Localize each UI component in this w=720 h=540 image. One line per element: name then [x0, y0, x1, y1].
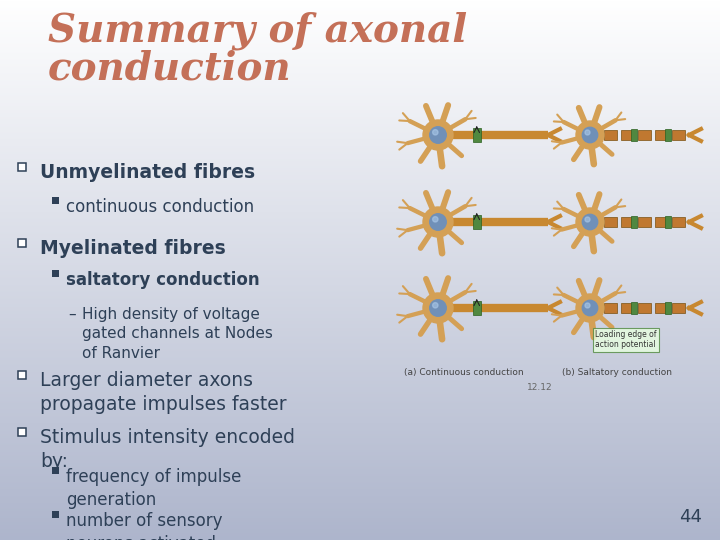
Bar	[638, 303, 652, 313]
Text: number of sensory
neurons activated: number of sensory neurons activated	[66, 512, 222, 540]
Circle shape	[576, 294, 604, 322]
Bar	[655, 130, 668, 140]
Text: frequency of impulse
generation: frequency of impulse generation	[66, 468, 241, 509]
Circle shape	[433, 302, 438, 308]
Circle shape	[582, 214, 598, 230]
Circle shape	[423, 207, 453, 237]
Bar	[18, 371, 26, 379]
Text: Unmyelinated fibres: Unmyelinated fibres	[40, 163, 255, 182]
Bar	[604, 217, 617, 227]
Bar	[621, 130, 634, 140]
Text: saltatory conduction: saltatory conduction	[66, 271, 260, 289]
Text: Summary of axonal: Summary of axonal	[48, 12, 467, 51]
Bar	[621, 303, 634, 313]
Bar	[473, 128, 481, 142]
Text: Stimulus intensity encoded
by:: Stimulus intensity encoded by:	[40, 428, 295, 471]
Bar	[665, 302, 671, 314]
Text: conduction: conduction	[48, 50, 292, 88]
Bar	[665, 216, 671, 228]
Circle shape	[433, 130, 438, 135]
Text: (a) Continuous conduction: (a) Continuous conduction	[404, 368, 524, 377]
Text: Larger diameter axons
propagate impulses faster: Larger diameter axons propagate impulses…	[40, 371, 287, 414]
Circle shape	[585, 130, 590, 135]
Circle shape	[576, 121, 604, 149]
Bar	[655, 303, 668, 313]
Bar	[672, 217, 685, 227]
Bar	[638, 130, 652, 140]
Circle shape	[585, 303, 590, 308]
Circle shape	[430, 127, 446, 143]
Circle shape	[423, 293, 453, 323]
Circle shape	[430, 300, 446, 316]
Bar	[18, 239, 26, 247]
Bar	[672, 130, 685, 140]
Text: High density of voltage
gated channels at Nodes
of Ranvier: High density of voltage gated channels a…	[82, 307, 273, 361]
Bar	[638, 217, 652, 227]
Bar	[655, 217, 668, 227]
Circle shape	[585, 217, 590, 222]
Bar	[52, 270, 59, 277]
Bar	[473, 215, 481, 229]
Bar	[604, 130, 617, 140]
Bar	[631, 302, 637, 314]
Text: –: –	[68, 307, 76, 322]
Circle shape	[430, 214, 446, 230]
Bar	[631, 216, 637, 228]
Text: (b) Saltatory conduction: (b) Saltatory conduction	[562, 368, 672, 377]
Text: 12.12: 12.12	[527, 383, 553, 392]
Bar	[18, 428, 26, 436]
Bar	[52, 467, 59, 474]
Text: Loading edge of
action potential: Loading edge of action potential	[595, 330, 657, 349]
Circle shape	[582, 127, 598, 143]
Bar	[52, 511, 59, 518]
Bar	[52, 197, 59, 204]
Circle shape	[582, 300, 598, 316]
Bar	[18, 163, 26, 171]
Bar	[473, 301, 481, 315]
Text: 44: 44	[679, 508, 702, 526]
Circle shape	[433, 217, 438, 222]
Circle shape	[423, 120, 453, 150]
Bar	[631, 129, 637, 141]
Circle shape	[576, 208, 604, 236]
Bar	[604, 303, 617, 313]
Bar	[621, 217, 634, 227]
Bar	[665, 129, 671, 141]
Bar	[672, 303, 685, 313]
Text: Myelinated fibres: Myelinated fibres	[40, 239, 226, 258]
Text: continuous conduction: continuous conduction	[66, 198, 254, 216]
